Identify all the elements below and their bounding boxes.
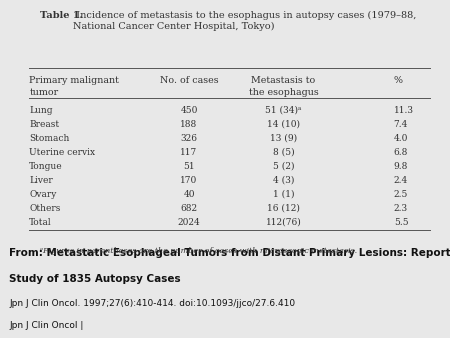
Text: 170: 170 (180, 176, 198, 185)
Text: 14 (10): 14 (10) (267, 120, 300, 129)
Text: Stomach: Stomach (29, 134, 70, 143)
Text: 13 (9): 13 (9) (270, 134, 297, 143)
Text: 2.3: 2.3 (394, 204, 408, 213)
Text: 1 (1): 1 (1) (273, 190, 294, 199)
Text: 51 (34)ᵃ: 51 (34)ᵃ (265, 106, 302, 115)
Text: 5.5: 5.5 (394, 218, 409, 227)
Text: Uterine cervix: Uterine cervix (29, 148, 95, 157)
Text: Jpn J Clin Oncol. 1997;27(6):410-414. doi:10.1093/jjco/27.6.410: Jpn J Clin Oncol. 1997;27(6):410-414. do… (9, 299, 295, 309)
Text: Breast: Breast (29, 120, 59, 129)
Text: 8 (5): 8 (5) (273, 148, 294, 157)
Text: 9.8: 9.8 (394, 162, 408, 171)
Text: 4 (3): 4 (3) (273, 176, 294, 185)
Text: Others: Others (29, 204, 61, 213)
Text: Liver: Liver (29, 176, 53, 185)
Text: 51: 51 (183, 162, 195, 171)
Text: 112(76): 112(76) (266, 218, 302, 227)
Text: %: % (394, 76, 403, 85)
Text: 117: 117 (180, 148, 198, 157)
Text: 40: 40 (183, 190, 195, 199)
Text: Ovary: Ovary (29, 190, 57, 199)
Text: ᵃFigures in parentheses are the number of cases with microscopic metastasis.: ᵃFigures in parentheses are the number o… (40, 247, 358, 255)
Text: 450: 450 (180, 106, 198, 115)
Text: Tongue: Tongue (29, 162, 63, 171)
Text: 2.5: 2.5 (394, 190, 408, 199)
Text: 11.3: 11.3 (394, 106, 414, 115)
Text: 7.4: 7.4 (394, 120, 408, 129)
Text: Table 1.: Table 1. (40, 11, 83, 20)
Text: 188: 188 (180, 120, 198, 129)
Text: Lung: Lung (29, 106, 53, 115)
Text: Jpn J Clin Oncol |: Jpn J Clin Oncol | (9, 321, 83, 330)
Text: 6.8: 6.8 (394, 148, 408, 157)
Text: Metastasis to: Metastasis to (252, 76, 315, 85)
Text: No. of cases: No. of cases (160, 76, 218, 85)
Text: 326: 326 (180, 134, 198, 143)
Text: the esophagus: the esophagus (248, 88, 319, 97)
Text: Total: Total (29, 218, 52, 227)
Text: tumor: tumor (29, 88, 58, 97)
Text: 5 (2): 5 (2) (273, 162, 294, 171)
Text: 16 (12): 16 (12) (267, 204, 300, 213)
Text: 4.0: 4.0 (394, 134, 408, 143)
Text: Incidence of metastasis to the esophagus in autopsy cases (1979–88,
National Can: Incidence of metastasis to the esophagus… (73, 11, 416, 30)
Text: 2.4: 2.4 (394, 176, 408, 185)
Text: Study of 1835 Autopsy Cases: Study of 1835 Autopsy Cases (9, 274, 180, 284)
Text: From: Metastatic Esophageal Tumors from Distant Primary Lesions: Report of Three: From: Metastatic Esophageal Tumors from … (9, 248, 450, 259)
Text: Primary malignant: Primary malignant (29, 76, 119, 85)
Text: 682: 682 (180, 204, 198, 213)
Text: 2024: 2024 (178, 218, 200, 227)
